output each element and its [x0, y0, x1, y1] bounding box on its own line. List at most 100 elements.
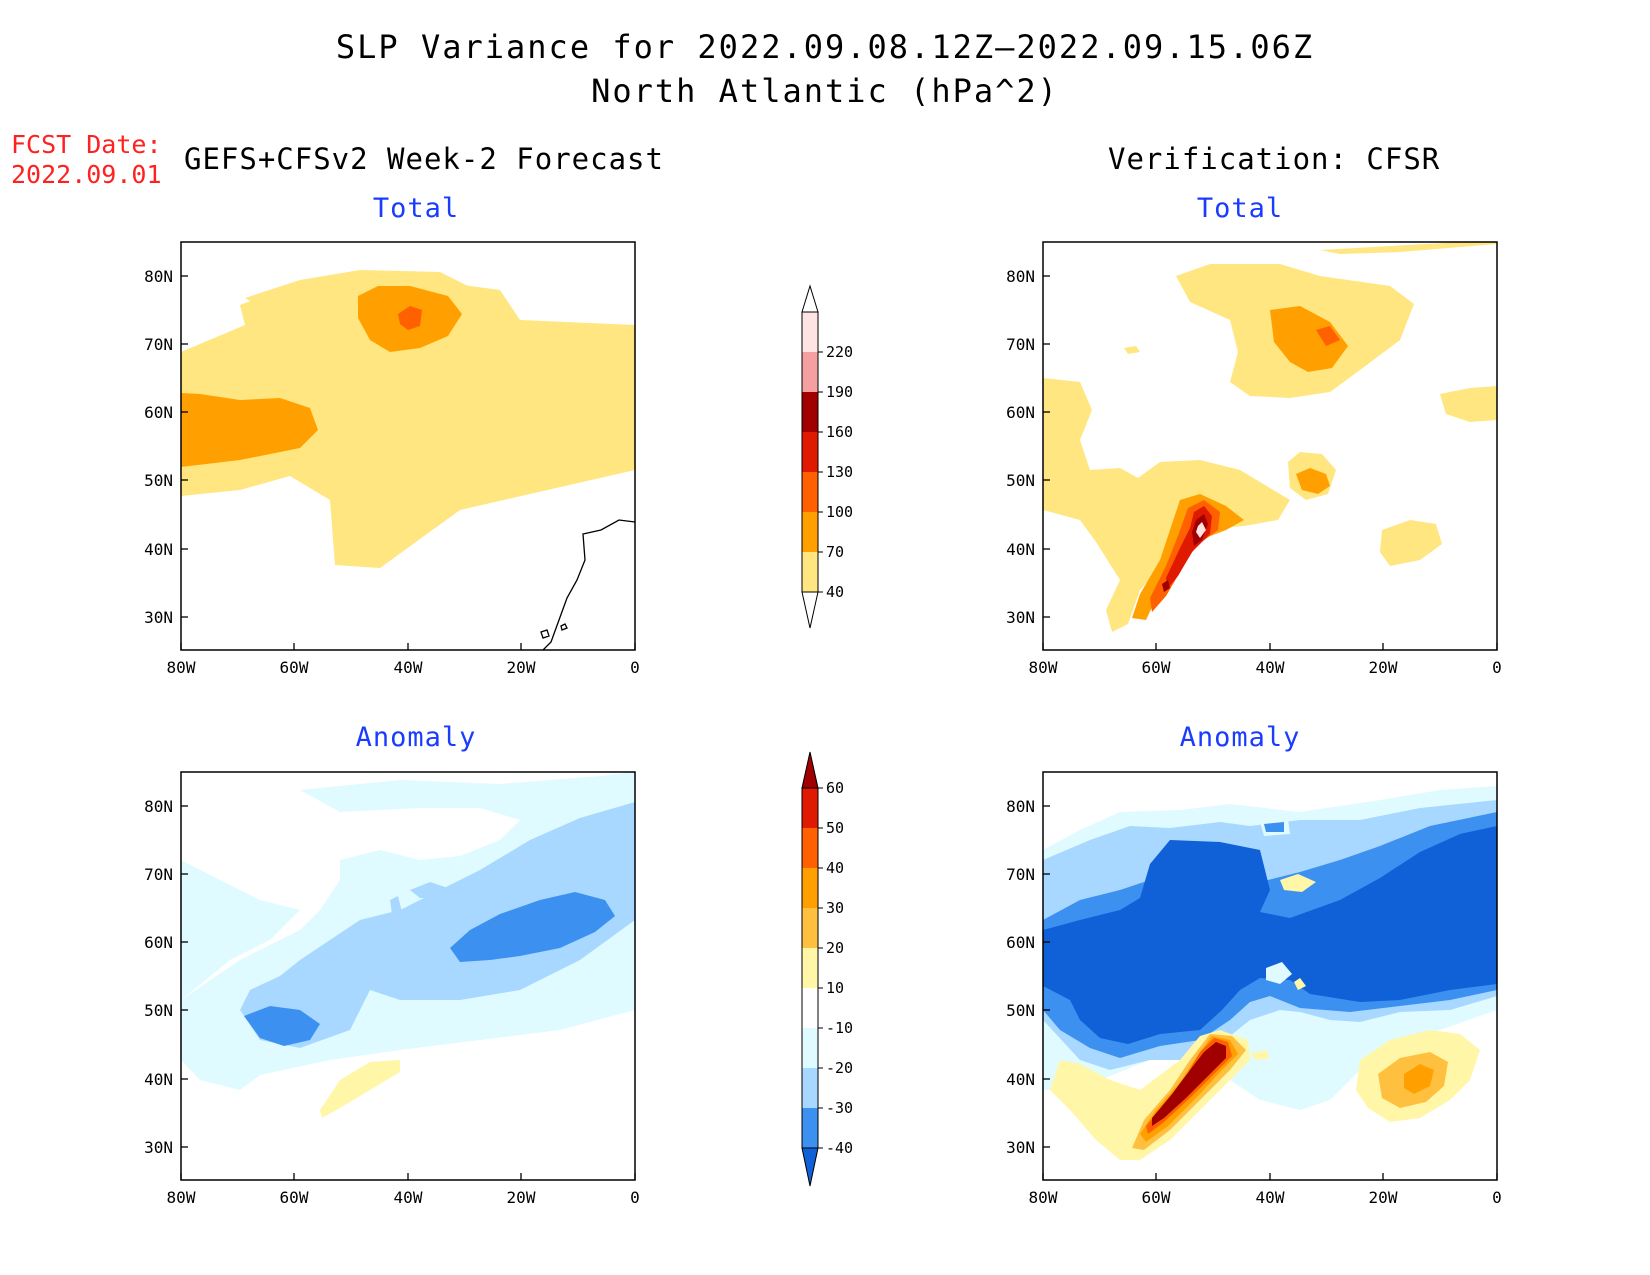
lon-tick-label: 20W [507, 1188, 536, 1207]
lon-tick-label: 60W [1142, 658, 1171, 677]
colorbar-label: -30 [826, 1099, 853, 1117]
lon-tick-label: 0 [1492, 658, 1502, 677]
colorbar-box [802, 432, 818, 472]
fcst-label: FCST Date: [11, 130, 162, 159]
colorbar-box [802, 392, 818, 432]
colorbar-label: -40 [826, 1139, 853, 1157]
colorbar-top-triangle [801, 751, 819, 789]
colorbar-box [802, 352, 818, 392]
map-panel-forecast-anomaly [181, 772, 635, 1118]
lat-tick-label: 80N [1006, 267, 1035, 286]
panel-title-total-forecast: Total [372, 193, 460, 224]
lat-tick-label: 70N [1006, 865, 1035, 884]
colorbar-box [802, 948, 818, 988]
lon-tick-label: 80W [1029, 658, 1058, 677]
lat-tick-label: 80N [144, 797, 173, 816]
colorbar-box [802, 312, 818, 352]
lon-tick-label: 40W [1256, 658, 1285, 677]
lon-tick-label: 0 [630, 658, 640, 677]
lon-tick-label: 20W [1369, 658, 1398, 677]
colorbar-label: 220 [826, 343, 853, 361]
lat-tick-label: 80N [144, 267, 173, 286]
lon-tick-label: 40W [1256, 1188, 1285, 1207]
colorbar-box [802, 788, 818, 828]
lon-tick-label: 40W [394, 1188, 423, 1207]
lon-tick-label: 60W [280, 658, 309, 677]
colorbar-bottom-triangle [801, 591, 819, 629]
lat-tick-label: 50N [1006, 1001, 1035, 1020]
lat-tick-label: 40N [144, 1070, 173, 1089]
colorbar-bottom-triangle [801, 1147, 819, 1187]
colorbar-box [802, 988, 818, 1028]
lat-tick-label: 60N [1006, 403, 1035, 422]
lat-tick-label: 30N [144, 608, 173, 627]
colorbar-label: 50 [826, 819, 844, 837]
panel-title-total-verification: Total [1196, 193, 1284, 224]
lat-tick-label: 40N [1006, 540, 1035, 559]
lat-tick-label: 50N [1006, 471, 1035, 490]
map-axes: 80N 70N 60N 50N 40N 30N 80W 60W 40W 20W 0 80N 70N 60N… [144, 267, 1502, 1207]
lon-tick-label: 0 [1492, 1188, 1502, 1207]
colorbar-box [802, 552, 818, 592]
map-panel-verification-total [1043, 242, 1497, 632]
lat-tick-label: 70N [144, 335, 173, 354]
colorbar-label: 70 [826, 543, 844, 561]
lat-tick-label: 70N [144, 865, 173, 884]
colorbar-anomaly: 60 50 40 30 20 10 -10 -20 -30 -40 [801, 751, 853, 1187]
colorbar-box [802, 828, 818, 868]
lon-tick-label: 80W [167, 1188, 196, 1207]
lon-tick-label: 20W [1369, 1188, 1398, 1207]
colorbar-box [802, 1028, 818, 1068]
colorbar-frame [801, 787, 819, 1149]
map-panel-verification-anomaly [1043, 786, 1497, 1160]
lat-tick-label: 60N [144, 933, 173, 952]
lat-tick-label: 50N [144, 471, 173, 490]
colorbar-label: 40 [826, 583, 844, 601]
lon-tick-label: 80W [1029, 1188, 1058, 1207]
left-column-header: GEFS+CFSv2 Week-2 Forecast [184, 142, 664, 176]
colorbar-label: -10 [826, 1019, 853, 1037]
colorbar-top-triangle [801, 284, 819, 313]
lat-tick-label: 80N [1006, 797, 1035, 816]
lon-tick-label: 80W [167, 658, 196, 677]
colorbar-label: 30 [826, 899, 844, 917]
colorbar-frame [801, 311, 819, 593]
colorbar-label: 160 [826, 423, 853, 441]
lat-tick-label: 30N [1006, 608, 1035, 627]
colorbar-label: -20 [826, 1059, 853, 1077]
lon-tick-label: 60W [280, 1188, 309, 1207]
lon-tick-label: 40W [394, 658, 423, 677]
panel-title-anomaly-forecast: Anomaly [355, 722, 477, 753]
colorbar-label: 10 [826, 979, 844, 997]
colorbar-total: 220 190 160 130 100 70 40 [801, 284, 853, 629]
colorbar-box [802, 512, 818, 552]
fcst-date: 2022.09.01 [11, 160, 162, 189]
panel-title-anomaly-verification: Anomaly [1179, 722, 1301, 753]
lat-tick-label: 70N [1006, 335, 1035, 354]
colorbar-box [802, 1068, 818, 1108]
lat-tick-label: 40N [1006, 1070, 1035, 1089]
colorbar-label: 60 [826, 779, 844, 797]
colorbar-box [802, 1108, 818, 1148]
colorbar-box [802, 472, 818, 512]
lon-tick-label: 0 [630, 1188, 640, 1207]
lat-tick-label: 50N [144, 1001, 173, 1020]
right-column-header: Verification: CFSR [1108, 142, 1441, 176]
map-panel-forecast-total [181, 270, 635, 568]
colorbar-label: 40 [826, 859, 844, 877]
colorbar-box [802, 908, 818, 948]
lat-tick-label: 40N [144, 540, 173, 559]
chart-subtitle: North Atlantic (hPa^2) [591, 72, 1059, 110]
lon-tick-label: 20W [507, 658, 536, 677]
lat-tick-label: 30N [1006, 1138, 1035, 1157]
colorbar-label: 190 [826, 383, 853, 401]
colorbar-box [802, 868, 818, 908]
lat-tick-label: 60N [144, 403, 173, 422]
colorbar-label: 20 [826, 939, 844, 957]
colorbar-label: 100 [826, 503, 853, 521]
lat-tick-label: 30N [144, 1138, 173, 1157]
lon-tick-label: 60W [1142, 1188, 1171, 1207]
colorbar-label: 130 [826, 463, 853, 481]
chart-title: SLP Variance for 2022.09.08.12Z–2022.09.… [335, 28, 1315, 66]
